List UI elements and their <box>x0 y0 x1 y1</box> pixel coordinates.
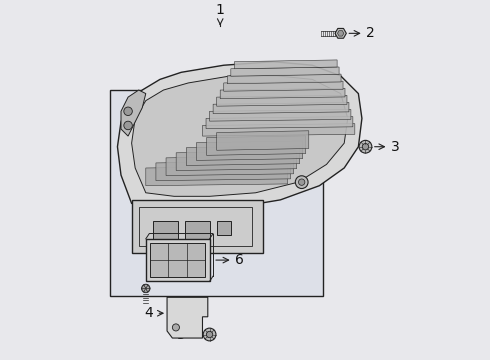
Text: 6: 6 <box>235 253 244 267</box>
Polygon shape <box>146 288 150 292</box>
Text: 5: 5 <box>177 328 186 342</box>
Polygon shape <box>144 288 148 292</box>
Polygon shape <box>206 136 306 155</box>
Text: 2: 2 <box>366 26 375 40</box>
Bar <box>150 243 205 277</box>
Polygon shape <box>166 156 294 176</box>
Polygon shape <box>217 95 347 106</box>
Polygon shape <box>132 76 348 196</box>
Text: 1: 1 <box>216 3 224 17</box>
Polygon shape <box>231 67 339 76</box>
Polygon shape <box>142 285 146 288</box>
Polygon shape <box>234 60 337 69</box>
Polygon shape <box>206 117 353 129</box>
Polygon shape <box>156 161 291 181</box>
Circle shape <box>172 324 179 331</box>
Bar <box>110 90 323 296</box>
Circle shape <box>124 107 132 116</box>
Polygon shape <box>196 141 303 161</box>
Bar <box>185 221 210 242</box>
Polygon shape <box>220 88 345 99</box>
Circle shape <box>362 144 368 150</box>
Polygon shape <box>144 285 148 288</box>
Polygon shape <box>224 81 343 91</box>
Bar <box>153 221 178 242</box>
Circle shape <box>359 140 372 153</box>
Bar <box>132 200 263 253</box>
Bar <box>139 207 252 246</box>
Circle shape <box>206 331 213 338</box>
Polygon shape <box>335 28 346 38</box>
Polygon shape <box>217 131 309 150</box>
Polygon shape <box>202 124 355 136</box>
Polygon shape <box>146 166 288 186</box>
Polygon shape <box>146 285 150 288</box>
Text: 4: 4 <box>144 306 153 320</box>
Bar <box>217 221 231 235</box>
Polygon shape <box>186 146 300 166</box>
Polygon shape <box>142 288 146 292</box>
Polygon shape <box>121 90 146 136</box>
Polygon shape <box>210 109 351 121</box>
Circle shape <box>203 328 216 341</box>
Text: 3: 3 <box>391 140 400 154</box>
Polygon shape <box>227 74 341 84</box>
Polygon shape <box>167 297 208 338</box>
Polygon shape <box>338 31 344 36</box>
Circle shape <box>298 179 305 185</box>
Circle shape <box>124 121 132 130</box>
Polygon shape <box>213 103 349 114</box>
Bar <box>146 239 210 282</box>
Polygon shape <box>176 151 296 171</box>
Circle shape <box>295 176 308 189</box>
Polygon shape <box>118 62 362 207</box>
